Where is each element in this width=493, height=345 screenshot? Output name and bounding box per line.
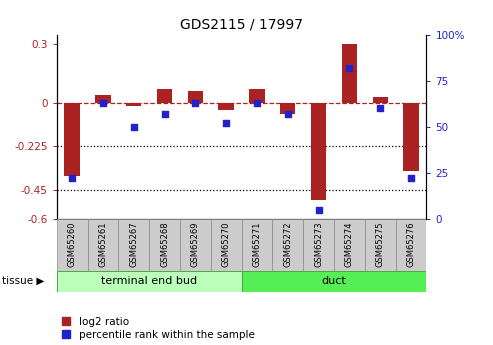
Bar xyxy=(395,219,426,271)
Point xyxy=(284,111,292,117)
Point xyxy=(99,100,107,106)
Bar xyxy=(373,97,388,102)
Text: GSM65268: GSM65268 xyxy=(160,222,169,267)
Text: GSM65260: GSM65260 xyxy=(68,222,76,267)
Bar xyxy=(365,219,395,271)
Bar xyxy=(126,102,141,106)
Point xyxy=(222,120,230,126)
Bar xyxy=(211,219,242,271)
Point xyxy=(68,176,76,181)
Point xyxy=(253,100,261,106)
Text: tissue ▶: tissue ▶ xyxy=(2,276,45,286)
Bar xyxy=(65,102,80,176)
Text: GSM65270: GSM65270 xyxy=(222,222,231,267)
Bar xyxy=(280,102,295,114)
Bar xyxy=(149,219,180,271)
Bar xyxy=(218,102,234,110)
Point xyxy=(161,111,169,117)
Text: GSM65276: GSM65276 xyxy=(407,222,416,267)
Text: GSM65261: GSM65261 xyxy=(99,222,107,267)
Bar xyxy=(303,219,334,271)
Point xyxy=(376,106,384,111)
Bar xyxy=(342,44,357,102)
Bar xyxy=(311,102,326,200)
Text: GSM65274: GSM65274 xyxy=(345,222,354,267)
Bar xyxy=(188,91,203,102)
Legend: log2 ratio, percentile rank within the sample: log2 ratio, percentile rank within the s… xyxy=(62,317,254,340)
Title: GDS2115 / 17997: GDS2115 / 17997 xyxy=(180,18,303,32)
Text: GSM65272: GSM65272 xyxy=(283,222,292,267)
Point xyxy=(315,207,322,213)
Point xyxy=(346,65,353,70)
Point xyxy=(191,100,199,106)
Text: GSM65267: GSM65267 xyxy=(129,222,138,267)
Text: GSM65271: GSM65271 xyxy=(252,222,261,267)
Text: GSM65275: GSM65275 xyxy=(376,222,385,267)
Text: terminal end bud: terminal end bud xyxy=(101,276,197,286)
Text: GSM65273: GSM65273 xyxy=(314,222,323,267)
Bar xyxy=(403,102,419,170)
Bar xyxy=(249,89,265,102)
Bar xyxy=(180,219,211,271)
Bar xyxy=(88,219,118,271)
Text: GSM65269: GSM65269 xyxy=(191,222,200,267)
Bar xyxy=(242,271,426,292)
Bar xyxy=(157,89,172,102)
Bar xyxy=(334,219,365,271)
Point xyxy=(130,124,138,130)
Bar xyxy=(57,271,242,292)
Bar xyxy=(95,95,110,102)
Bar xyxy=(272,219,303,271)
Text: duct: duct xyxy=(321,276,347,286)
Bar xyxy=(118,219,149,271)
Point xyxy=(407,176,415,181)
Bar xyxy=(57,219,88,271)
Bar xyxy=(242,219,272,271)
